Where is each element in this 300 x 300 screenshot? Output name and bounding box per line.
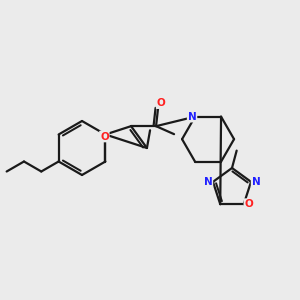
Text: O: O <box>100 131 109 142</box>
Text: N: N <box>188 112 197 122</box>
Text: N: N <box>204 177 212 187</box>
Text: O: O <box>244 199 253 209</box>
Text: O: O <box>157 98 165 108</box>
Text: N: N <box>252 177 260 187</box>
